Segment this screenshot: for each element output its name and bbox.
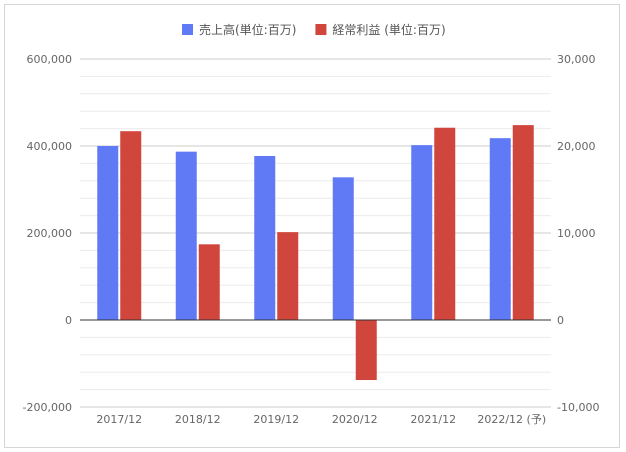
legend: 売上高(単位:百万) 経常利益 (単位:百万) (182, 22, 446, 37)
gridlines (80, 58, 551, 408)
profit-bar-2 (198, 244, 220, 320)
profit-bar-6 (512, 125, 534, 321)
left-tick-label: 0 (65, 314, 72, 327)
profit-bar-4 (355, 320, 377, 381)
sales-bar-5 (411, 145, 433, 320)
profit-bar-3 (277, 232, 299, 320)
sales-bar-4 (332, 177, 354, 320)
legend-label-sales: 売上高(単位:百万) (199, 22, 296, 37)
right-axis-ticks: 30,000 20,000 10,000 0 -10,000 (557, 53, 599, 414)
right-tick-label: 0 (557, 314, 564, 327)
x-axis-ticks: 2017/12 2018/12 2019/12 2020/12 2021/12 2022/… (96, 413, 546, 426)
x-tick-label: 2021/12 (410, 413, 456, 426)
right-tick-label: 10,000 (557, 227, 596, 240)
right-tick-label: -10,000 (557, 401, 599, 414)
chart-frame: 600,000 400,000 200,000 0 -200,000 30,000 20,… (4, 4, 620, 448)
right-tick-label: 30,000 (557, 53, 596, 66)
left-tick-label: 400,000 (27, 140, 73, 153)
legend-label-profit: 経常利益 (単位:百万) (332, 22, 445, 37)
bar-chart: 600,000 400,000 200,000 0 -200,000 30,000 20,… (23, 22, 600, 426)
sales-bar-2 (175, 151, 197, 320)
left-tick-label: -200,000 (23, 401, 72, 414)
left-tick-label: 600,000 (27, 53, 73, 66)
bar-series (97, 125, 534, 381)
right-tick-label: 20,000 (557, 140, 596, 153)
x-tick-label: 2020/12 (332, 413, 378, 426)
x-tick-label: 2019/12 (253, 413, 299, 426)
profit-bar-1 (120, 131, 142, 320)
legend-swatch-profit (315, 24, 327, 35)
x-tick-label: 2018/12 (175, 413, 221, 426)
profit-bar-5 (434, 127, 456, 320)
left-tick-label: 200,000 (27, 227, 73, 240)
sales-bar-3 (254, 156, 276, 320)
legend-swatch-sales (182, 24, 193, 35)
x-tick-label: 2022/12 (予) (477, 413, 546, 426)
sales-bar-6 (489, 138, 511, 320)
left-axis-ticks: 600,000 400,000 200,000 0 -200,000 (23, 53, 72, 414)
sales-bar-1 (97, 146, 119, 320)
x-tick-label: 2017/12 (96, 413, 142, 426)
